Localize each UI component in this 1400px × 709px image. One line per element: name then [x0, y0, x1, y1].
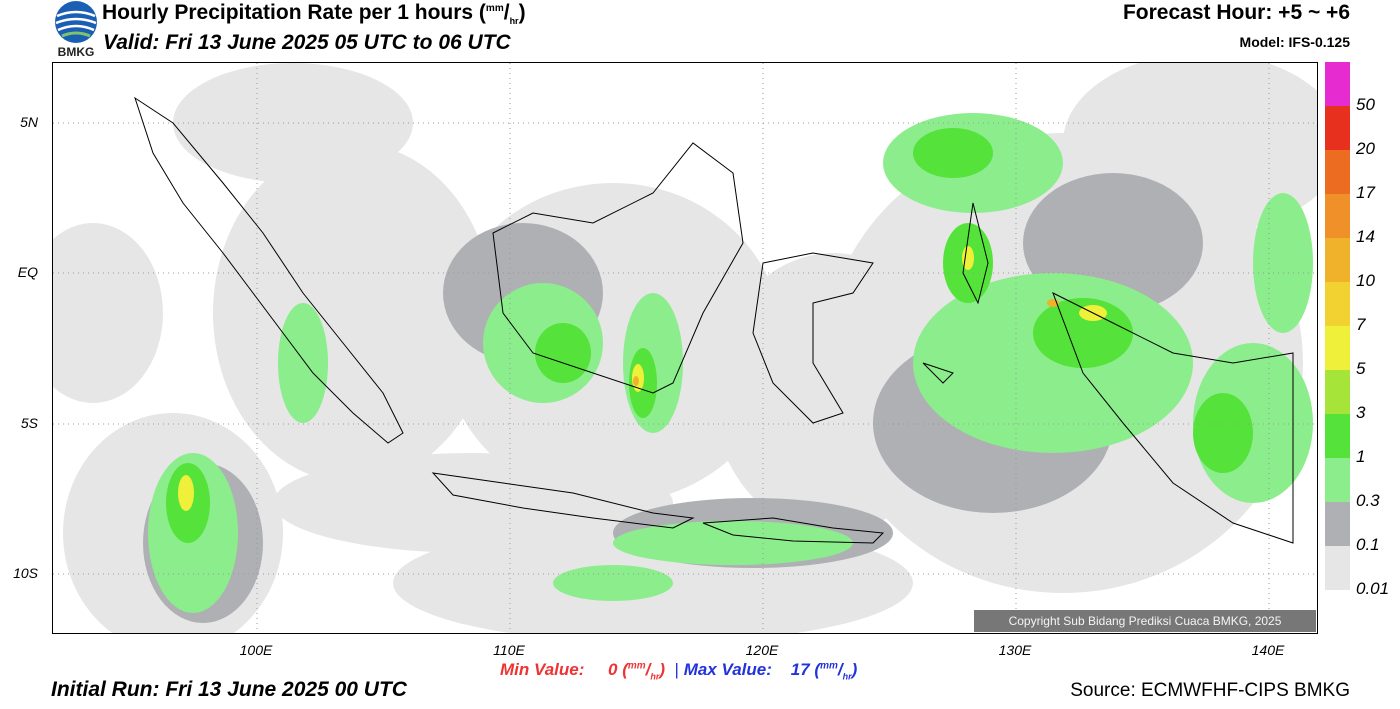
colorbar-swatch [1325, 150, 1350, 194]
forecast-hour: Forecast Hour: +5 ~ +6 [1122, 1, 1350, 24]
sumatra-outline [134, 96, 404, 444]
title-unit-num: mm [485, 3, 504, 14]
min-unit-num: mm [627, 660, 646, 672]
colorbar-swatch [1325, 282, 1350, 326]
title-unit-den: hr [509, 16, 519, 27]
colorbar-swatch [1325, 238, 1350, 282]
nusa-tenggara-outline [702, 517, 885, 544]
halmahera-outline [962, 202, 989, 305]
colorbar-swatch [1325, 458, 1350, 502]
lat-label-5n: 5N [20, 114, 38, 130]
lat-label-5s: 5S [20, 415, 38, 431]
lon-label-130e: 130E [998, 642, 1032, 658]
logo-text: BMKG [57, 45, 95, 59]
colorbar-level-label: 17 [1356, 183, 1375, 202]
colorbar-level-label: 10 [1356, 271, 1375, 290]
title-text: Hourly Precipitation Rate per 1 hours [102, 1, 474, 24]
initial-run: Initial Run: Fri 13 June 2025 00 UTC [51, 678, 407, 701]
colorbar-level-label: 5 [1356, 359, 1366, 378]
lon-label-110e: 110E [493, 642, 525, 658]
valid-time: Valid: Fri 13 June 2025 05 UTC to 06 UTC [103, 31, 511, 54]
max-unit-den: hr [842, 671, 852, 682]
max-value: 17 (mm/hr) [790, 660, 858, 682]
colorbar-level-label: 14 [1356, 227, 1375, 246]
papua-outline [1052, 291, 1294, 544]
lon-label-140e: 140E [1251, 642, 1285, 658]
lat-label-eq: EQ [17, 264, 38, 280]
colorbar-swatch [1325, 106, 1350, 150]
min-value: 0 (mm/hr) [608, 660, 666, 682]
lon-label-100e: 100E [239, 642, 273, 658]
coastlines [134, 96, 1294, 544]
lon-label-120e: 120E [745, 642, 779, 658]
map-canvas [53, 63, 1317, 633]
min-unit-den: hr [650, 671, 660, 682]
min-max-separator: | [674, 660, 679, 679]
colorbar-level-label: 1 [1356, 447, 1366, 466]
colorbar-swatch [1325, 62, 1350, 106]
java-outline [431, 472, 695, 529]
graticule [53, 63, 1317, 633]
lat-label-10s: 10S [13, 565, 38, 581]
colorbar-level-label: 7 [1356, 315, 1366, 334]
colorbar-swatches [1325, 62, 1350, 590]
bmkg-logo [52, 0, 100, 60]
sulawesi-outline [752, 252, 874, 424]
colorbar-swatch [1325, 326, 1350, 370]
max-value-label: Max Value: [683, 660, 772, 679]
data-source: Source: ECMWFHF-CIPS BMKG [1070, 680, 1350, 701]
precipitation-map [52, 62, 1318, 634]
colorbar-swatch [1325, 546, 1350, 590]
min-value-number: 0 [608, 660, 618, 679]
max-unit-num: mm [820, 660, 838, 672]
borneo-outline [492, 142, 744, 394]
colorbar-level-label: 0.1 [1356, 535, 1380, 554]
max-value-number: 17 [790, 660, 810, 679]
colorbar-swatch [1325, 370, 1350, 414]
colorbar-swatch [1325, 414, 1350, 458]
colorbar-swatch [1325, 502, 1350, 546]
colorbar [1325, 62, 1350, 590]
colorbar-level-label: 0.01 [1356, 579, 1390, 598]
min-max-values: Min Value: 0 (mm/hr) | Max Value: 17 (mm… [500, 660, 857, 681]
copyright-notice: Copyright Sub Bidang Prediksi Cuaca BMKG… [974, 610, 1316, 632]
model-name: Model: IFS-0.125 [1239, 34, 1350, 50]
colorbar-level-label: 3 [1356, 403, 1366, 422]
colorbar-level-label: 50 [1356, 95, 1375, 114]
colorbar-level-label: 0.3 [1356, 491, 1380, 510]
colorbar-swatch [1325, 194, 1350, 238]
map-title: Hourly Precipitation Rate per 1 hours (m… [102, 1, 526, 27]
min-value-label: Min Value: [500, 660, 585, 679]
colorbar-level-label: 20 [1356, 139, 1375, 158]
seram-outline [922, 362, 954, 384]
